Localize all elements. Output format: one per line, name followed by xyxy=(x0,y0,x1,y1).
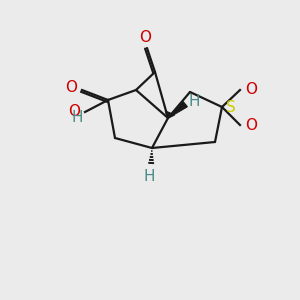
Text: O: O xyxy=(245,82,257,97)
Text: O: O xyxy=(245,118,257,134)
Text: O: O xyxy=(139,30,151,45)
Polygon shape xyxy=(168,101,187,118)
Text: H: H xyxy=(143,169,155,184)
Text: O: O xyxy=(68,104,80,119)
Polygon shape xyxy=(165,111,175,118)
Text: H: H xyxy=(189,94,200,110)
Text: H: H xyxy=(71,110,83,124)
Text: O: O xyxy=(65,80,77,95)
Text: S: S xyxy=(226,100,236,115)
